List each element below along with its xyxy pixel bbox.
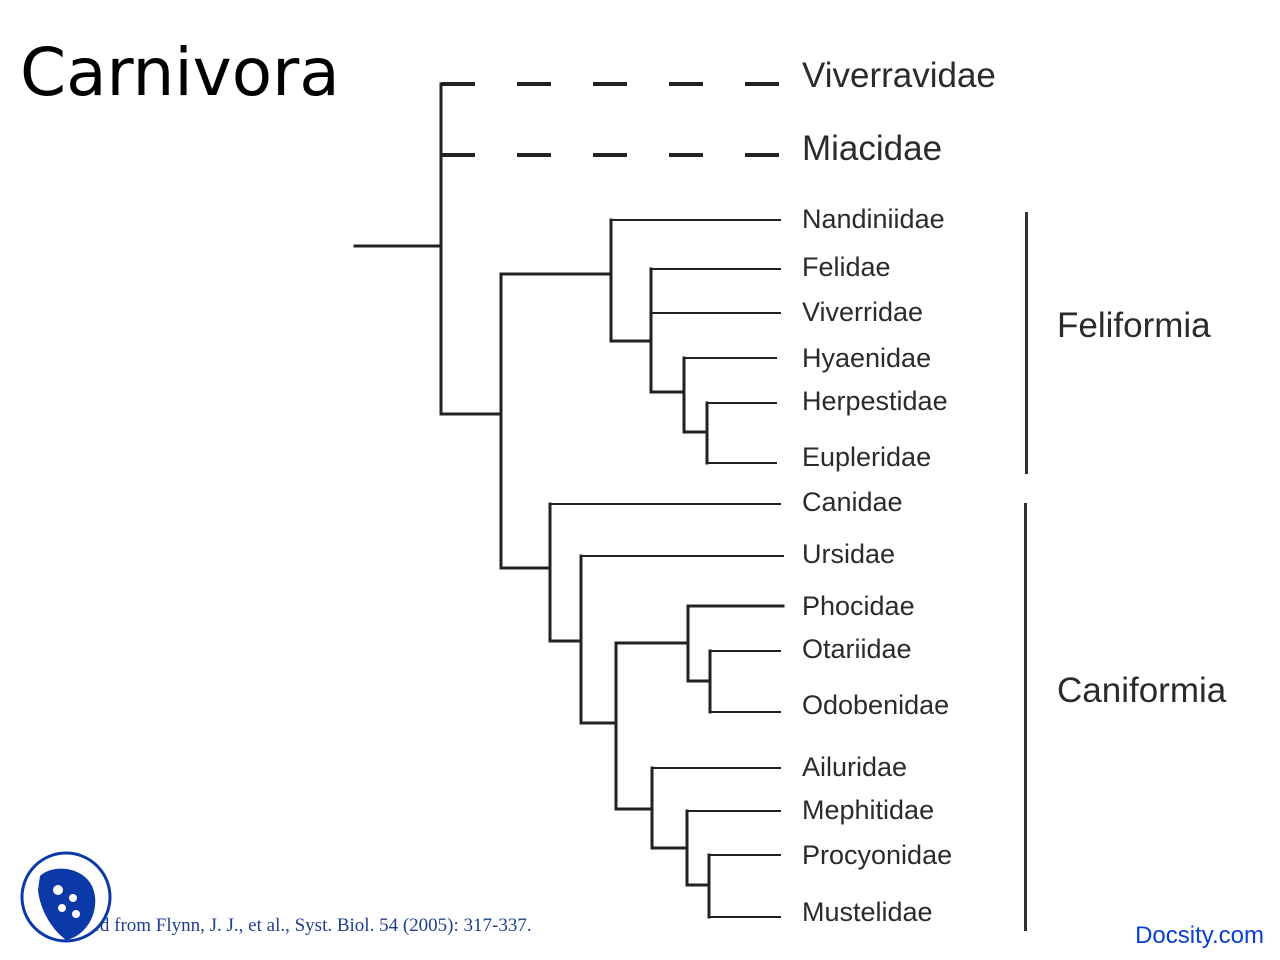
- taxon-label-ursidae: Ursidae: [802, 539, 896, 569]
- taxon-label-miacidae: Miacidae: [802, 129, 943, 168]
- taxon-label-odobenidae: Odobenidae: [802, 690, 950, 720]
- taxon-label-phocidae: Phocidae: [802, 591, 915, 621]
- group-label-feliformia: Feliformia: [1057, 306, 1211, 345]
- taxon-label-viverravidae: Viverravidae: [802, 56, 996, 95]
- taxon-label-ailuridae: Ailuridae: [802, 752, 908, 782]
- taxon-label-otariidae: Otariidae: [802, 634, 912, 664]
- taxon-label-canidae: Canidae: [802, 487, 903, 517]
- taxon-label-mephitidae: Mephitidae: [802, 795, 935, 825]
- taxon-label-mustelidae: Mustelidae: [802, 897, 933, 927]
- taxon-label-procyonidae: Procyonidae: [802, 840, 953, 870]
- slide-title: Carnivora: [20, 34, 340, 111]
- group-label-caniformia: Caniformia: [1057, 671, 1227, 710]
- taxon-label-felidae: Felidae: [802, 252, 891, 282]
- taxon-label-viverridae: Viverridae: [802, 297, 924, 327]
- brand-link[interactable]: Docsity.com: [1135, 922, 1264, 949]
- taxon-label-herpestidae: Herpestidae: [802, 386, 948, 416]
- taxon-label-nandiniidae: Nandiniidae: [802, 204, 945, 234]
- taxon-label-hyaenidae: Hyaenidae: [802, 343, 932, 373]
- caniformia-bracket: [1024, 503, 1027, 931]
- citation: Adapted from Flynn, J. J., et al., Syst.…: [45, 915, 532, 936]
- feliformia-bracket: [1025, 212, 1028, 474]
- taxon-label-eupleridae: Eupleridae: [802, 442, 932, 472]
- docsity-logo-icon: [20, 851, 112, 943]
